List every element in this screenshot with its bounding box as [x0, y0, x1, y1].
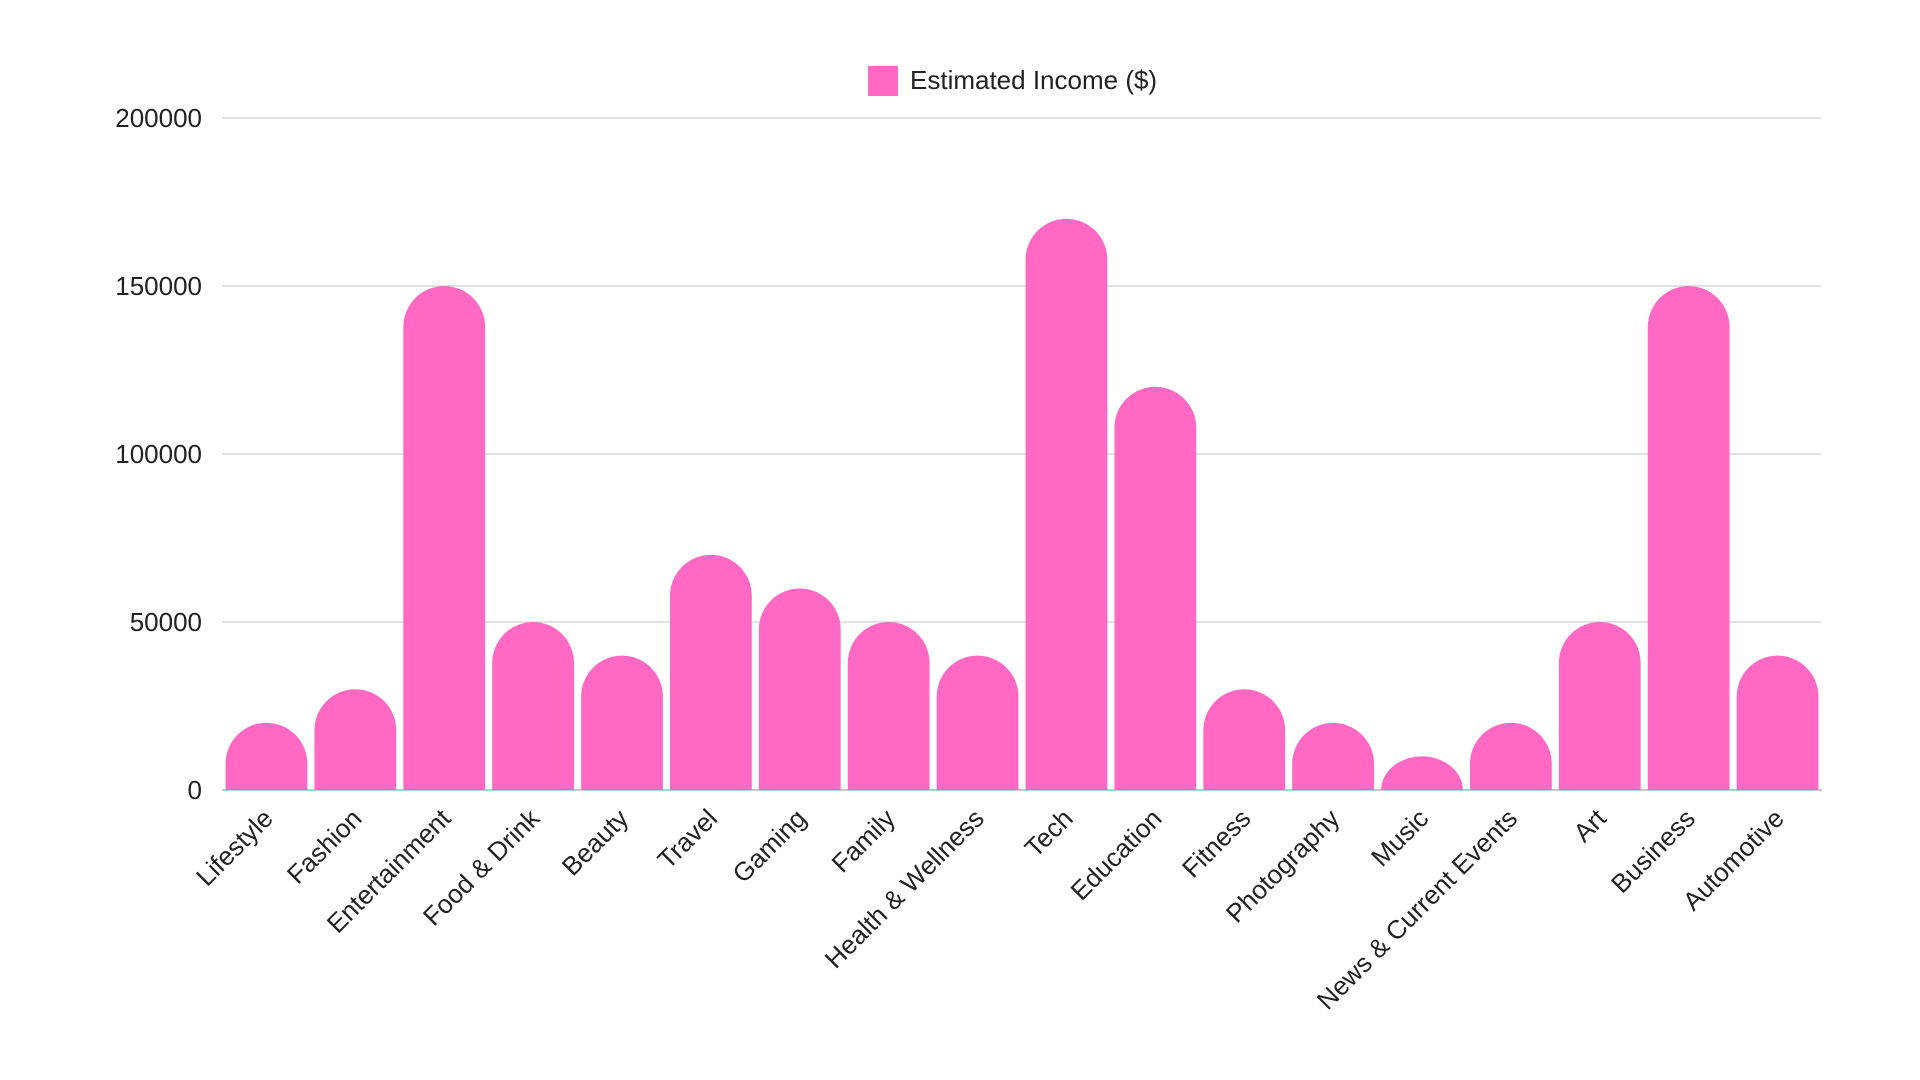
x-tick-label: Fitness	[1176, 803, 1256, 883]
x-tick-label: Art	[1567, 802, 1612, 847]
y-axis: 0 50000 100000 150000 200000	[115, 103, 202, 805]
x-tick-label: Family	[826, 803, 901, 878]
bar-fitness	[1203, 689, 1286, 790]
bar-automotive	[1736, 655, 1819, 790]
y-tick-label: 200000	[115, 103, 202, 133]
x-tick-label: Travel	[652, 803, 724, 875]
x-tick-label: Fashion	[281, 803, 368, 890]
x-tick-label: Gaming	[726, 803, 812, 889]
bar-tech	[1025, 218, 1108, 790]
bar-food-drink	[492, 622, 574, 790]
y-tick-label: 50000	[130, 607, 202, 637]
legend-swatch	[868, 66, 898, 96]
bar-travel	[670, 554, 752, 790]
bar-lifestyle	[225, 722, 308, 790]
bar-fashion	[314, 689, 397, 790]
bar-family	[847, 622, 930, 790]
bar-photography	[1292, 722, 1374, 790]
x-tick-label: Health & Wellness	[819, 803, 990, 974]
bar-art	[1558, 622, 1641, 790]
y-tick-label: 150000	[115, 271, 202, 301]
legend: Estimated Income ($)	[868, 65, 1157, 96]
gridlines	[222, 117, 1822, 791]
x-tick-label: Music	[1365, 803, 1434, 872]
bar-gaming	[758, 588, 841, 790]
legend-label: Estimated Income ($)	[910, 65, 1157, 95]
bar-entertainment	[403, 286, 486, 790]
bar-music	[1381, 756, 1463, 790]
bar-news-current-events	[1470, 722, 1552, 790]
x-tick-label: Beauty	[556, 803, 634, 881]
x-tick-label: Lifestyle	[190, 803, 279, 892]
bar-education	[1114, 386, 1197, 790]
y-tick-label: 0	[188, 775, 202, 805]
bar-business	[1647, 286, 1730, 790]
bar-beauty	[581, 655, 663, 790]
x-tick-label: Education	[1065, 803, 1168, 906]
y-tick-label: 100000	[115, 439, 202, 469]
bars	[225, 218, 1819, 790]
x-tick-label: Tech	[1019, 803, 1079, 863]
bar-health-wellness	[936, 655, 1019, 790]
